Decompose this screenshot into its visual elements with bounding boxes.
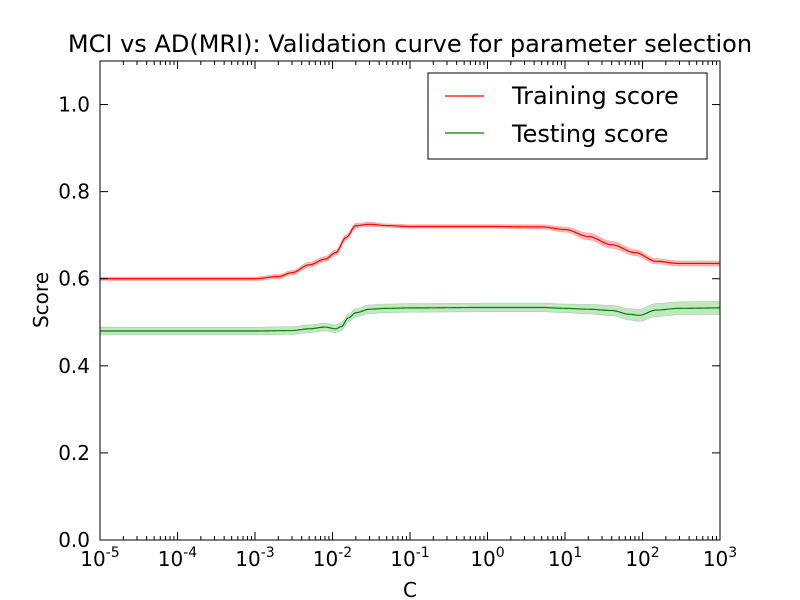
x-tick-exponent: -5 bbox=[106, 545, 120, 561]
x-tick-exponent: -3 bbox=[261, 545, 275, 561]
x-tick-exponent: 0 bbox=[496, 545, 505, 561]
legend-box bbox=[427, 72, 708, 160]
x-tick-base: 10 bbox=[470, 547, 495, 571]
y-tick-label: 0.2 bbox=[58, 441, 90, 465]
x-tick-base: 10 bbox=[625, 547, 650, 571]
x-tick-label: 10-5 bbox=[80, 545, 119, 571]
x-tick-base: 10 bbox=[703, 547, 728, 571]
legend-label-testing: Testing score bbox=[511, 120, 669, 148]
band-series-1 bbox=[99, 301, 721, 336]
x-tick-label: 10-1 bbox=[390, 545, 429, 571]
legend-label-training: Training score bbox=[511, 82, 679, 110]
line-series-0 bbox=[100, 223, 720, 280]
chart-title: MCI vs AD(MRI): Validation curve for par… bbox=[68, 30, 752, 58]
y-axis-ticks: 0.0 0.2 0.4 0.6 0.8 1.0 bbox=[58, 93, 720, 552]
y-tick-label: 0.8 bbox=[58, 180, 90, 204]
x-tick-exponent: 1 bbox=[573, 545, 582, 561]
y-tick-label: 0.6 bbox=[58, 267, 90, 291]
x-tick-exponent: -4 bbox=[183, 545, 197, 561]
x-axis-ticks: 10-5 10-4 10-3 10-2 10-1 100 101 102 103 bbox=[80, 61, 737, 571]
x-tick-exponent: -2 bbox=[338, 545, 352, 561]
y-tick-label: 0.4 bbox=[58, 354, 90, 378]
x-tick-label: 10-3 bbox=[235, 545, 274, 571]
x-tick-label: 10-4 bbox=[158, 545, 198, 571]
score-lines bbox=[100, 223, 720, 332]
x-tick-label: 103 bbox=[703, 545, 737, 571]
x-tick-base: 10 bbox=[235, 547, 260, 571]
band-series-0 bbox=[99, 221, 721, 281]
x-tick-label: 101 bbox=[548, 545, 582, 571]
x-tick-label: 100 bbox=[470, 545, 504, 571]
x-tick-base: 10 bbox=[313, 547, 338, 571]
legend: Training score Testing score bbox=[427, 72, 708, 160]
line-series-1 bbox=[100, 306, 720, 332]
x-tick-exponent: 2 bbox=[651, 545, 660, 561]
x-tick-base: 10 bbox=[390, 547, 415, 571]
x-tick-base: 10 bbox=[80, 547, 105, 571]
x-axis-label: C bbox=[403, 578, 417, 600]
x-tick-base: 10 bbox=[158, 547, 183, 571]
x-tick-label: 10-2 bbox=[313, 545, 352, 571]
x-tick-exponent: -1 bbox=[416, 545, 430, 561]
x-tick-base: 10 bbox=[548, 547, 573, 571]
y-tick-label: 1.0 bbox=[58, 93, 90, 117]
y-tick-label: 0.0 bbox=[58, 528, 90, 552]
x-tick-label: 102 bbox=[625, 545, 659, 571]
y-axis-label: Score bbox=[29, 272, 53, 328]
x-tick-exponent: 3 bbox=[728, 545, 737, 561]
